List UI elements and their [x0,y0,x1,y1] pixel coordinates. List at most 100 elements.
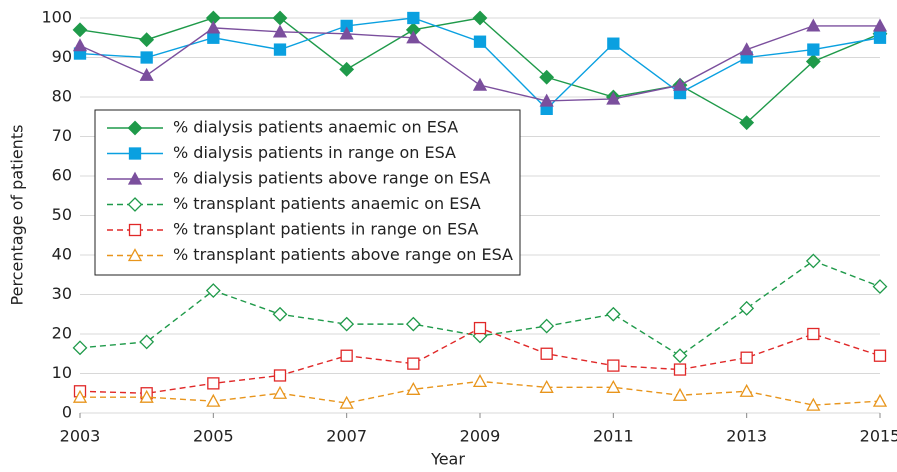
marker [206,393,221,407]
marker [739,383,754,397]
marker [272,24,288,38]
marker [673,363,687,376]
marker [473,35,487,48]
x-tick-label: 2005 [193,427,234,446]
marker [339,26,354,40]
marker [407,11,420,25]
marker [127,197,143,212]
y-tick-label: 10 [52,363,72,382]
marker [339,395,354,409]
legend-label: % transplant patients anaemic on ESA [173,194,481,213]
marker [127,171,143,185]
marker [739,115,755,131]
marker [539,93,554,107]
marker [207,377,220,390]
marker [139,67,154,81]
marker [272,306,288,322]
y-tick-label: 40 [52,245,72,264]
marker [473,321,487,335]
y-tick-label: 50 [52,205,72,224]
marker [872,18,888,32]
marker [607,37,620,50]
marker [207,31,220,44]
y-axis-label: Percentage of patients [8,125,27,306]
x-tick-label: 2003 [60,427,101,446]
marker [539,318,555,334]
marker [127,248,143,262]
marker [72,22,88,38]
y-tick-label: 30 [52,284,72,303]
marker [540,347,553,360]
y-tick-label: 20 [52,324,72,343]
marker [128,147,142,160]
marker [72,38,88,52]
marker [407,357,420,370]
marker [740,351,753,364]
y-tick-label: 100 [41,8,72,27]
legend-label: % transplant patients in range on ESA [173,220,479,239]
marker [873,349,887,362]
marker [739,300,755,316]
marker [128,223,142,237]
marker [72,340,88,356]
marker [672,348,688,364]
marker [539,379,554,393]
marker [472,10,488,26]
marker [139,334,155,350]
marker [806,397,821,411]
marker [672,387,688,401]
marker [139,389,154,403]
marker [872,393,888,407]
x-tick-label: 2009 [460,427,501,446]
marker [206,20,221,34]
series-line [79,17,881,124]
marker [339,61,355,77]
series-line [79,17,881,110]
marker [273,43,287,56]
legend-label: % dialysis patients above range on ESA [173,169,491,188]
marker [139,32,155,48]
legend-label: % dialysis patients anaemic on ESA [173,118,458,137]
marker [606,379,621,393]
marker [205,283,221,298]
marker [472,374,488,388]
legend-label: % transplant patients above range on ESA [173,245,513,264]
marker [340,349,353,362]
marker [539,69,555,85]
marker [607,359,620,372]
marker [872,279,888,295]
x-axis-label: Year [430,450,465,469]
marker [672,77,688,91]
x-tick-label: 2011 [593,427,634,446]
marker [406,381,421,395]
marker [405,316,421,332]
y-tick-label: 70 [52,126,72,145]
marker [805,253,821,269]
marker [739,42,754,56]
y-tick-label: 60 [52,166,72,185]
x-tick-label: 2015 [860,427,897,446]
marker [72,389,88,403]
legend-box [94,109,521,276]
marker [140,51,153,64]
marker [339,316,355,332]
marker [806,18,821,32]
legend-label: % dialysis patients in range on ESA [173,143,456,162]
y-tick-label: 0 [62,403,72,422]
marker [127,120,143,136]
x-tick-label: 2007 [326,427,367,446]
marker [605,306,621,322]
legend: % dialysis patients anaemic on ESA % dial… [94,109,521,276]
marker [272,10,288,26]
marker [273,369,287,382]
marker [406,30,421,44]
marker [472,77,488,91]
marker [606,91,621,105]
marker [805,54,821,69]
marker [807,327,820,341]
y-tick-label: 90 [52,47,72,66]
y-tick-label: 80 [52,87,72,106]
x-tick-label: 2013 [726,427,767,446]
